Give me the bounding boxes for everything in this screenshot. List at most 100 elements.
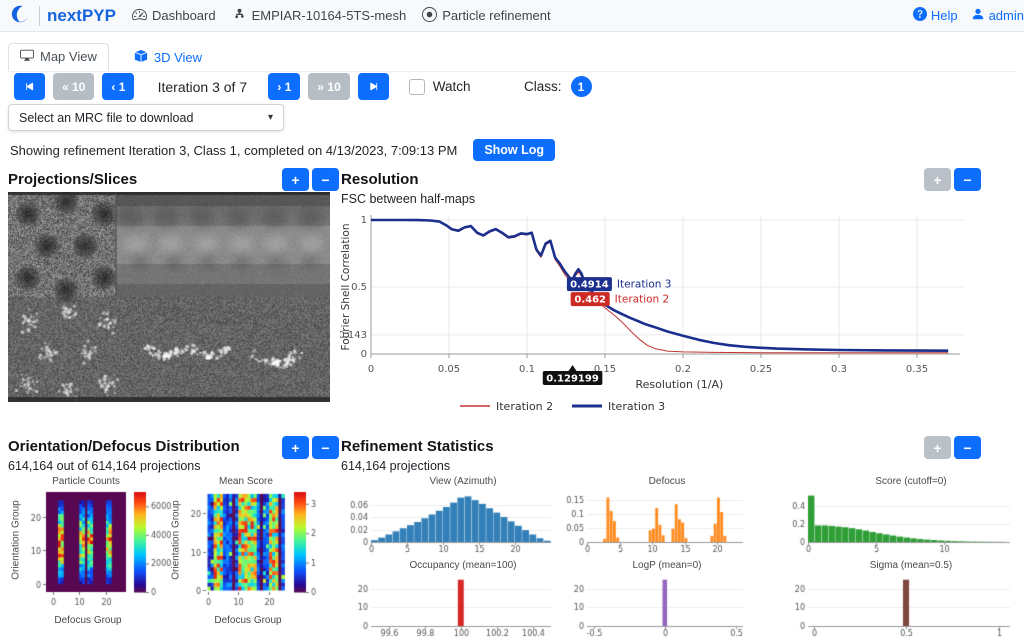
brand[interactable]: nextPYP: [10, 3, 116, 28]
watch-checkbox[interactable]: [408, 78, 425, 95]
distribution-panel-subtitle: 614,164 out of 614,164 projections: [8, 459, 201, 473]
svg-text:0.129199: 0.129199: [546, 374, 599, 385]
brand-name: nextPYP: [47, 5, 116, 25]
cube-icon: [134, 49, 148, 66]
help-link[interactable]: Help: [912, 7, 958, 24]
svg-text:0.462: 0.462: [574, 295, 606, 306]
view-tabs: Map View 3D View: [8, 43, 1016, 72]
particle-counts-ylabel: Orientation Group: [10, 500, 22, 580]
display-icon: [20, 48, 34, 65]
tab-label: 3D View: [153, 50, 203, 65]
svg-text:0.3: 0.3: [831, 364, 847, 375]
resolution-zoom-out-button[interactable]: −: [954, 168, 981, 191]
skip-start-icon: [26, 82, 34, 91]
svg-text:Iteration 2: Iteration 2: [615, 294, 670, 306]
resolution-panel-title: Resolution: [341, 171, 419, 188]
projections-image: [8, 192, 330, 402]
defocus-title: Defocus: [648, 476, 686, 487]
brand-divider: [39, 5, 40, 26]
nav-item-block[interactable]: Particle refinement: [422, 6, 551, 25]
first-iteration-button[interactable]: [14, 73, 45, 100]
logp-title: LogP (mean=0): [632, 560, 702, 571]
svg-text:0.25: 0.25: [750, 364, 772, 375]
nextpyp-logo-icon: [10, 3, 32, 28]
svg-text:Iteration 2: Iteration 2: [496, 400, 553, 413]
svg-text:0.35: 0.35: [906, 364, 928, 375]
user-menu[interactable]: admin: [971, 7, 1024, 24]
occupancy-title: Occupancy (mean=100): [409, 560, 517, 571]
watch-control: Watch: [408, 78, 471, 95]
user-label: admin: [988, 8, 1024, 23]
last-iteration-button[interactable]: [357, 73, 389, 100]
svg-text:Iteration 3: Iteration 3: [608, 400, 665, 413]
back-10-button[interactable]: « 10: [53, 73, 95, 100]
statistics-zoom-out-button[interactable]: −: [954, 436, 981, 459]
nav-item-dashboard[interactable]: Dashboard: [131, 7, 216, 25]
svg-text:Resolution (1/A): Resolution (1/A): [636, 378, 724, 391]
svg-text:0.1: 0.1: [519, 364, 535, 375]
svg-text:0: 0: [361, 349, 367, 360]
project-diagram-icon: [232, 7, 247, 25]
tab-map-view[interactable]: Map View: [8, 43, 109, 71]
forward-1-button[interactable]: › 1: [268, 73, 301, 100]
mean-score-title: Mean Score: [219, 476, 273, 487]
tab-label: Map View: [40, 49, 97, 64]
resolution-size-controls: + −: [921, 168, 981, 191]
sigma-histogram: [782, 573, 1016, 637]
distribution-zoom-in-button[interactable]: +: [282, 436, 309, 459]
nav-item-label: EMPIAR-10164-5TS-mesh: [251, 8, 407, 23]
occupancy-histogram: [345, 573, 557, 637]
navbar-right: Help admin: [912, 7, 1024, 24]
particle-counts-title: Particle Counts: [52, 476, 120, 487]
logp-histogram: [561, 573, 749, 637]
view-azimuth-histogram: [345, 489, 557, 553]
view-azimuth-title: View (Azimuth): [429, 476, 497, 487]
tab-3d-view[interactable]: 3D View: [123, 45, 213, 71]
svg-text:0.5: 0.5: [351, 282, 367, 293]
distribution-panel-title: Orientation/Defocus Distribution: [8, 438, 240, 455]
projections-size-controls: + −: [279, 168, 339, 191]
forward-10-button[interactable]: » 10: [308, 73, 350, 100]
nav-item-project[interactable]: EMPIAR-10164-5TS-mesh: [232, 7, 407, 25]
resolution-zoom-in-button[interactable]: +: [924, 168, 951, 191]
iteration-controls: « 10 ‹ 1 Iteration 3 of 7 › 1 » 10 Watch: [14, 73, 471, 100]
score-title: Score (cutoff=0): [875, 476, 947, 487]
statistics-zoom-in-button[interactable]: +: [924, 436, 951, 459]
nav-item-label: Particle refinement: [442, 8, 551, 23]
projections-zoom-out-button[interactable]: −: [312, 168, 339, 191]
projections-panel-title: Projections/Slices: [8, 171, 138, 188]
svg-text:0.4914: 0.4914: [570, 280, 609, 291]
speedometer-icon: [131, 7, 147, 25]
svg-text:1: 1: [361, 215, 367, 226]
skip-end-icon: [370, 82, 377, 91]
svg-text:0.2: 0.2: [675, 364, 691, 375]
status-text: Showing refinement Iteration 3, Class 1,…: [10, 142, 458, 158]
mrc-download-dropdown[interactable]: Select an MRC file to download ▾: [8, 104, 284, 131]
target-icon: [422, 6, 438, 25]
distribution-size-controls: + −: [279, 436, 339, 459]
resolution-panel-subtitle: FSC between half-maps: [341, 192, 476, 206]
back-1-button[interactable]: ‹ 1: [102, 73, 135, 100]
class-badge[interactable]: 1: [570, 76, 592, 97]
sigma-title: Sigma (mean=0.5): [869, 560, 953, 571]
defocus-histogram: [561, 489, 749, 553]
mean-score-heatmap: [188, 489, 324, 613]
svg-text:Fourier Shell Correlation: Fourier Shell Correlation: [340, 224, 352, 351]
nav-item-label: Dashboard: [151, 8, 216, 23]
show-log-button[interactable]: Show Log: [473, 139, 556, 161]
help-label: Help: [930, 8, 958, 23]
svg-text:Iteration 3: Iteration 3: [617, 279, 672, 291]
particle-counts-heatmap: [28, 489, 180, 613]
svg-text:0.05: 0.05: [438, 364, 460, 375]
mrc-dropdown-value: Select an MRC file to download: [19, 110, 194, 125]
distribution-zoom-out-button[interactable]: −: [312, 436, 339, 459]
question-circle-icon: [912, 7, 927, 24]
person-icon: [971, 7, 985, 24]
iteration-label: Iteration 3 of 7: [157, 78, 248, 95]
navbar: nextPYP Dashboard EMPIAR-10164-5TS-mesh …: [0, 0, 1024, 32]
fsc-chart[interactable]: 0 0.05 0.1 0.15 0.2 0.25 0.3 0.35 0 0.143 0.5 1 Reso…: [340, 207, 1020, 417]
projections-zoom-in-button[interactable]: +: [282, 168, 309, 191]
chevron-down-icon: ▾: [267, 112, 273, 123]
statistics-panel-title: Refinement Statistics: [341, 438, 494, 455]
